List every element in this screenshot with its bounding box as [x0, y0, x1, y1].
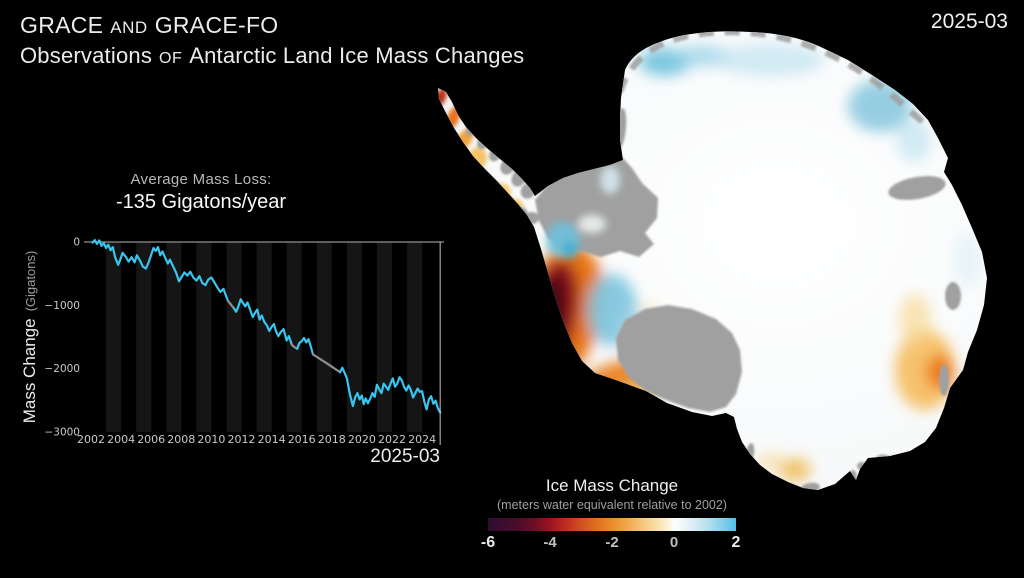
island-gray-5	[537, 297, 545, 311]
victoria-yellow	[779, 458, 811, 482]
palmer-yellow-2	[501, 199, 523, 213]
year-band	[286, 242, 302, 432]
mass-change-series-grace-to-gracefo-gap	[311, 353, 342, 374]
x-tick-label: 2008	[167, 433, 195, 446]
victoria-yellow-2	[756, 452, 784, 472]
title-observations: Observations	[20, 43, 153, 68]
page-title-line1: GRACE AND GRACE-FO	[20, 12, 524, 39]
year-band	[106, 242, 122, 432]
title-and: AND	[110, 18, 148, 37]
island-gray-1	[515, 229, 525, 239]
x-tick-label: 2006	[137, 433, 165, 446]
legend-tick--2: -2	[605, 534, 619, 551]
x-tick-label: 2020	[348, 433, 376, 446]
wilkes-yellow	[899, 294, 931, 346]
mertz-tongue-gray	[849, 470, 857, 486]
chart-date-label: 2025-03	[370, 446, 440, 467]
mass-change-series-grace-era-2	[232, 298, 293, 347]
island-gray-7	[549, 334, 557, 348]
year-band	[316, 242, 332, 432]
palmer-yellow	[485, 183, 511, 201]
island-gray-8	[556, 355, 564, 367]
mass-change-series-gap-2011	[226, 299, 236, 310]
ronne-pale-hole	[600, 166, 620, 194]
legend-subtitle: (meters water equivalent relative to 200…	[497, 498, 727, 512]
year-band	[407, 242, 423, 432]
mass-change-chart: 2002 2004 2006 2008 2010 2012 2014 2016 2018 2020…	[44, 237, 444, 446]
ross-ice-shelf	[616, 305, 742, 412]
x-tick-label: 2002	[77, 433, 105, 446]
stat-label: Average Mass Loss:	[130, 171, 272, 188]
stat-value: -135 Gigatons/year	[115, 191, 287, 213]
coastline-gray-fringe	[616, 31, 927, 126]
legend-title: Ice Mass Change	[545, 476, 679, 495]
x-tick-label: 2004	[107, 433, 135, 446]
current-date-label: 2025-03	[930, 10, 1008, 33]
legend-tick--4: -4	[543, 534, 557, 551]
x-tick-label: 2014	[258, 433, 286, 446]
bellingshausen-orange	[513, 220, 527, 240]
legend-tick-0: 0	[669, 534, 679, 551]
y-tick-label: 0	[73, 237, 80, 249]
dml-coast-blue-wide	[715, 44, 825, 76]
enderby-blue	[848, 80, 912, 132]
x-tick-label: 2018	[318, 433, 346, 446]
year-band	[256, 242, 272, 432]
ronne-white-hole	[578, 215, 606, 233]
year-band	[196, 242, 212, 432]
victoria-coast-gray	[800, 482, 820, 490]
island-gray-2	[522, 244, 530, 256]
year-band	[136, 242, 152, 432]
page-title-line2: Observations OF Antarctic Land Ice Mass …	[20, 43, 524, 69]
peninsula-yellow	[469, 147, 487, 169]
shelf-overlay-anomaly-layer	[546, 166, 620, 259]
mass-change-series-grace-fo-era	[339, 366, 442, 414]
y-tick-label: −2000	[44, 363, 80, 375]
ellsworth-blue-core	[562, 241, 578, 259]
year-band	[376, 242, 392, 432]
island-gray-6	[543, 315, 551, 329]
island-gray-10	[572, 388, 584, 396]
amery-ice-shelf	[888, 176, 946, 200]
antarctica-continent	[438, 31, 987, 490]
island-gray-3	[527, 261, 535, 275]
enderby-blue-tail	[896, 118, 932, 162]
legend-tick--6: -6	[480, 534, 496, 551]
x-tick-label: 2024	[408, 433, 436, 446]
island-gray-4	[532, 279, 540, 293]
title-of: OF	[159, 50, 183, 67]
colorbar-ticks: -6 -4 -2 0 2	[481, 534, 741, 552]
year-band	[166, 242, 182, 432]
title-grace: GRACE	[20, 12, 104, 38]
island-gray-9	[563, 374, 573, 384]
x-tick-label: 2010	[197, 433, 225, 446]
year-band	[346, 242, 362, 432]
year-band	[226, 242, 242, 432]
y-tick-label: −1000	[44, 300, 80, 312]
x-tick-label: 2022	[378, 433, 406, 446]
denman-gray	[939, 364, 949, 396]
antarctica-map	[438, 31, 987, 490]
west-shelf-gray	[945, 282, 961, 310]
coast-gray-se2	[857, 462, 867, 470]
legend-tick-2: 2	[731, 534, 741, 551]
mass-change-series-grace-era-3	[296, 336, 315, 356]
title-subject: Antarctic Land Ice Mass Changes	[189, 43, 525, 68]
x-tick-label: 2012	[228, 433, 256, 446]
header: GRACE AND GRACE-FO Observations OF Antar…	[20, 12, 524, 69]
x-tick-label: 2016	[288, 433, 316, 446]
y-tick-label: −3000	[44, 427, 80, 439]
average-mass-loss: Average Mass Loss: -135 Gigatons/year	[58, 171, 344, 214]
right-coast-paleblue	[953, 232, 981, 288]
colorbar	[488, 518, 736, 531]
title-grace-fo: GRACE-FO	[154, 12, 279, 38]
map-legend: Ice Mass Change (meters water equivalent…	[462, 476, 762, 552]
palmer-gray-2	[525, 212, 539, 224]
palmer-gray-1	[512, 207, 528, 221]
mass-change-series-grace-era	[91, 239, 230, 303]
